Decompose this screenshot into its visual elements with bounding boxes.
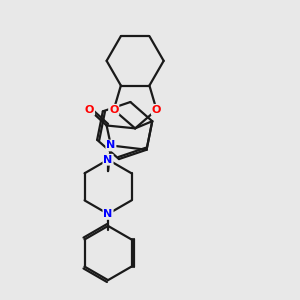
Text: N: N (103, 209, 113, 219)
Text: N: N (106, 140, 116, 151)
Text: N: N (103, 155, 113, 165)
Text: O: O (152, 105, 161, 115)
Text: O: O (109, 105, 119, 115)
Text: O: O (85, 105, 94, 115)
